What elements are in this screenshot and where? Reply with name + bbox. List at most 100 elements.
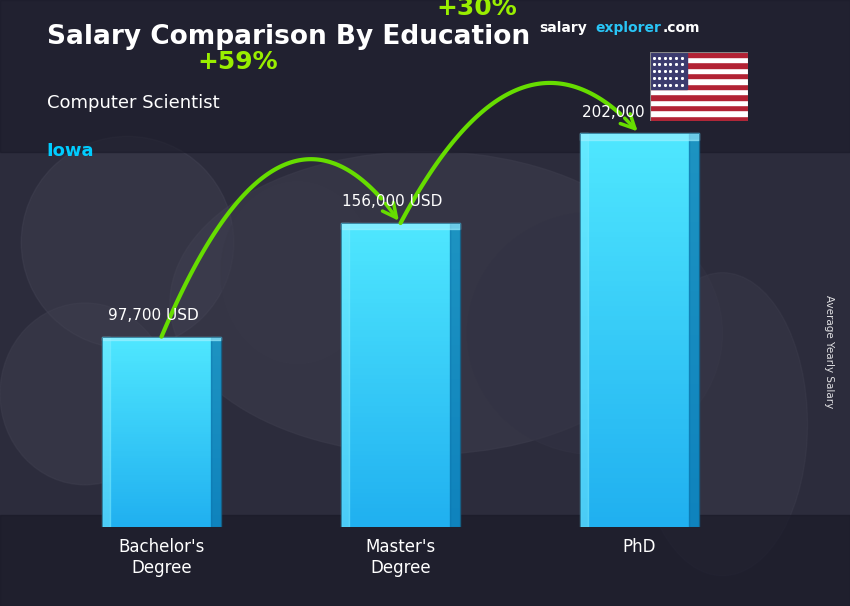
Bar [102, 487, 221, 489]
Bar [341, 291, 461, 295]
Ellipse shape [221, 182, 374, 364]
Bar [580, 133, 700, 527]
Bar [102, 506, 221, 508]
Bar [341, 390, 461, 394]
Bar [102, 489, 221, 491]
Bar [341, 322, 461, 325]
Bar [580, 222, 700, 227]
Bar [341, 493, 461, 497]
Bar [341, 235, 461, 238]
Bar [102, 461, 221, 463]
Bar [341, 280, 461, 284]
Bar [341, 345, 461, 348]
Bar [102, 508, 221, 510]
Bar [580, 478, 700, 483]
Bar [341, 413, 461, 417]
Bar [102, 427, 221, 430]
Bar [580, 488, 700, 493]
Bar [341, 470, 461, 474]
Bar [580, 458, 700, 463]
Bar [580, 138, 700, 143]
Bar [580, 168, 700, 173]
Bar [341, 318, 461, 322]
Bar [580, 345, 700, 350]
Bar [650, 116, 748, 121]
Bar [102, 361, 221, 363]
Text: 202,000 USD: 202,000 USD [581, 105, 682, 120]
Bar [341, 333, 461, 337]
Bar [341, 325, 461, 330]
Bar [102, 425, 221, 427]
Bar [580, 522, 700, 527]
Bar [102, 484, 221, 487]
Bar [580, 148, 700, 153]
Bar [580, 182, 700, 187]
Bar [102, 337, 221, 527]
Bar [580, 370, 700, 375]
Bar [341, 223, 461, 227]
Bar [341, 467, 461, 470]
Bar [341, 379, 461, 383]
Bar [102, 382, 221, 384]
Bar [341, 348, 461, 352]
Bar [102, 437, 221, 439]
Bar [580, 473, 700, 478]
Bar [341, 405, 461, 410]
Bar [341, 371, 461, 375]
Bar [102, 408, 221, 410]
Bar [580, 360, 700, 365]
Bar [580, 178, 700, 182]
Text: Computer Scientist: Computer Scientist [47, 94, 219, 112]
Bar [580, 355, 700, 360]
Bar [341, 250, 461, 253]
Bar [580, 133, 588, 527]
Bar [341, 352, 461, 356]
Bar [580, 261, 700, 266]
Bar [580, 493, 700, 498]
Bar [102, 342, 221, 344]
Bar [341, 360, 461, 364]
Text: salary: salary [540, 21, 587, 35]
Bar [341, 501, 461, 504]
Bar [102, 453, 221, 456]
Bar [102, 448, 221, 451]
Bar [102, 348, 221, 351]
Bar [341, 341, 461, 345]
Bar [650, 100, 748, 105]
Bar [102, 368, 221, 370]
Bar [341, 383, 461, 387]
Bar [580, 340, 700, 345]
Bar [0, 0, 850, 152]
Bar [102, 491, 221, 494]
Bar [102, 477, 221, 479]
Bar [102, 418, 221, 420]
Bar [341, 231, 461, 235]
Bar [102, 401, 221, 404]
Bar [341, 307, 461, 310]
Bar [580, 242, 700, 247]
Bar [102, 406, 221, 408]
Bar [341, 436, 461, 440]
Bar [102, 442, 221, 444]
Bar [580, 384, 700, 390]
Bar [580, 448, 700, 453]
Bar [341, 303, 461, 307]
Bar [102, 439, 221, 442]
Bar [341, 276, 461, 280]
Bar [102, 504, 221, 506]
Bar [341, 451, 461, 455]
Bar [580, 316, 700, 321]
Bar [341, 337, 461, 341]
Bar [211, 337, 221, 527]
Bar [650, 73, 748, 78]
Bar [102, 475, 221, 477]
Bar [580, 271, 700, 276]
Bar [580, 365, 700, 370]
Bar [102, 468, 221, 470]
Bar [580, 424, 700, 429]
Bar [580, 143, 700, 148]
Bar [580, 321, 700, 325]
Bar [102, 463, 221, 465]
Bar [102, 375, 221, 377]
Bar [102, 494, 221, 496]
